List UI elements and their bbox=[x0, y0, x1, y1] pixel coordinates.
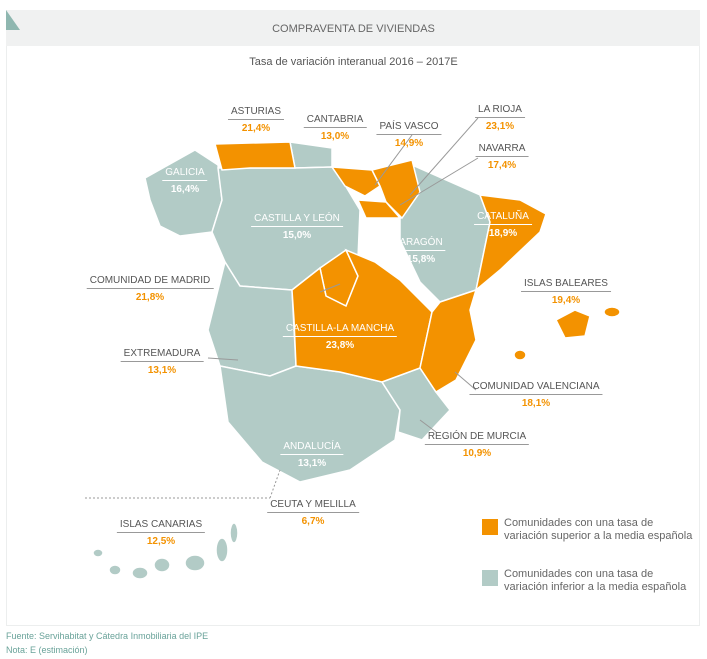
label-asturias: ASTURIAS 21,4% bbox=[227, 106, 285, 134]
region-andalucia[interactable] bbox=[219, 365, 401, 483]
legend-below: Comunidades con una tasa de variación in… bbox=[482, 568, 694, 594]
region-pais-vasco[interactable] bbox=[330, 166, 381, 197]
region-cataluna[interactable] bbox=[474, 194, 547, 292]
label-extremadura: EXTREMADURA 13,1% bbox=[120, 348, 204, 376]
label-navarra: NAVARRA 17,4% bbox=[475, 143, 529, 171]
label-andalucia: ANDALUCÍA 13,1% bbox=[280, 441, 344, 469]
label-cataluna: CATALUÑA 18,9% bbox=[474, 211, 532, 239]
region-valenciana[interactable] bbox=[419, 288, 478, 394]
label-castilla-la-mancha: CASTILLA-LA MANCHA 23,8% bbox=[282, 323, 398, 351]
header-band bbox=[6, 10, 700, 46]
label-valenciana: COMUNIDAD VALENCIANA 18,1% bbox=[469, 381, 603, 409]
map-title: COMPRAVENTA DE VIVIENDAS bbox=[272, 23, 435, 35]
label-ceuta-melilla: CEUTA Y MELILLA 6,7% bbox=[267, 499, 359, 527]
region-navarra[interactable] bbox=[370, 159, 421, 220]
map-subtitle: Tasa de variación interanual 2016 – 2017… bbox=[249, 56, 458, 68]
legend-swatch-teal bbox=[482, 570, 498, 586]
label-cantabria: CANTABRIA 13,0% bbox=[303, 114, 367, 142]
label-aragon: ARAGÓN 15,8% bbox=[396, 237, 446, 265]
label-galicia: GALICIA 16,4% bbox=[162, 167, 208, 195]
label-madrid: COMUNIDAD DE MADRID 21,8% bbox=[86, 275, 214, 303]
legend-above: Comunidades con una tasa de variación su… bbox=[482, 517, 694, 543]
label-castilla-y-leon: CASTILLA Y LEÓN 15,0% bbox=[251, 213, 343, 241]
region-castilla-la-mancha[interactable] bbox=[291, 248, 433, 383]
region-canarias[interactable] bbox=[92, 522, 239, 580]
label-pais-vasco: PAÍS VASCO 14,9% bbox=[376, 121, 442, 149]
label-baleares: ISLAS BALEARES 19,4% bbox=[521, 278, 611, 306]
region-baleares[interactable] bbox=[513, 306, 621, 361]
region-asturias[interactable] bbox=[214, 141, 296, 171]
footer-source: Fuente: Servihabitat y Cátedra Inmobilia… bbox=[6, 631, 209, 641]
region-la-rioja[interactable] bbox=[356, 199, 402, 219]
footer-note: Nota: E (estimación) bbox=[6, 645, 88, 655]
region-cantabria[interactable] bbox=[289, 141, 333, 169]
label-la-rioja: LA RIOJA 23,1% bbox=[475, 104, 525, 132]
label-canarias: ISLAS CANARIAS 12,5% bbox=[116, 519, 206, 547]
label-murcia: REGIÓN DE MURCIA 10,9% bbox=[424, 431, 530, 459]
leader-lines bbox=[85, 117, 479, 499]
legend-swatch-orange bbox=[482, 519, 498, 535]
